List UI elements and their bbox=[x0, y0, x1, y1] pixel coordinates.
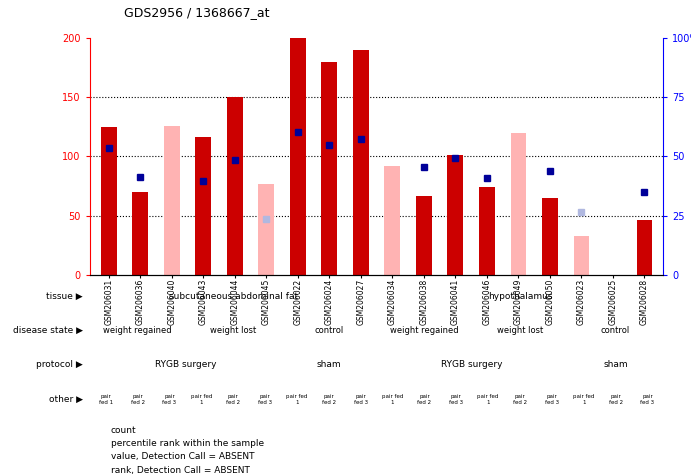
Bar bbox=[290, 38, 305, 275]
Bar bbox=[164, 126, 180, 275]
Text: pair
fed 1: pair fed 1 bbox=[99, 394, 113, 404]
Text: value, Detection Call = ABSENT: value, Detection Call = ABSENT bbox=[111, 453, 254, 461]
Text: pair fed
1: pair fed 1 bbox=[382, 394, 404, 404]
Text: pair
fed 2: pair fed 2 bbox=[513, 394, 527, 404]
Text: control: control bbox=[314, 327, 343, 335]
Text: rank, Detection Call = ABSENT: rank, Detection Call = ABSENT bbox=[111, 466, 249, 474]
Bar bbox=[416, 196, 432, 275]
Text: pair fed
1: pair fed 1 bbox=[191, 394, 212, 404]
Text: pair fed
1: pair fed 1 bbox=[286, 394, 307, 404]
Text: count: count bbox=[111, 426, 136, 435]
Text: pair
fed 2: pair fed 2 bbox=[226, 394, 240, 404]
Text: subcutaneous abdominal fat: subcutaneous abdominal fat bbox=[169, 292, 298, 301]
Text: hypothalamus: hypothalamus bbox=[488, 292, 552, 301]
Text: protocol ▶: protocol ▶ bbox=[36, 361, 83, 369]
Text: pair fed
1: pair fed 1 bbox=[477, 394, 499, 404]
Bar bbox=[321, 62, 337, 275]
Bar bbox=[353, 50, 369, 275]
Text: GDS2956 / 1368667_at: GDS2956 / 1368667_at bbox=[124, 6, 270, 19]
Text: disease state ▶: disease state ▶ bbox=[13, 327, 83, 335]
Text: pair
fed 2: pair fed 2 bbox=[131, 394, 144, 404]
Text: pair fed
1: pair fed 1 bbox=[573, 394, 594, 404]
Bar bbox=[101, 127, 117, 275]
Bar bbox=[258, 184, 274, 275]
Bar bbox=[196, 137, 211, 275]
Text: RYGB surgery: RYGB surgery bbox=[442, 361, 503, 369]
Text: pair
fed 2: pair fed 2 bbox=[417, 394, 431, 404]
Text: pair
fed 3: pair fed 3 bbox=[641, 394, 654, 404]
Text: pair
fed 3: pair fed 3 bbox=[162, 394, 176, 404]
Text: weight lost: weight lost bbox=[210, 327, 256, 335]
Bar bbox=[636, 220, 652, 275]
Text: control: control bbox=[601, 327, 630, 335]
Text: other ▶: other ▶ bbox=[49, 395, 83, 403]
Bar bbox=[542, 198, 558, 275]
Text: pair
fed 3: pair fed 3 bbox=[545, 394, 559, 404]
Text: pair
fed 3: pair fed 3 bbox=[258, 394, 272, 404]
Bar bbox=[479, 187, 495, 275]
Bar bbox=[574, 236, 589, 275]
Text: weight lost: weight lost bbox=[497, 327, 543, 335]
Text: sham: sham bbox=[603, 361, 628, 369]
Text: pair
fed 3: pair fed 3 bbox=[449, 394, 463, 404]
Text: percentile rank within the sample: percentile rank within the sample bbox=[111, 439, 264, 448]
Bar bbox=[448, 155, 463, 275]
Text: weight regained: weight regained bbox=[104, 327, 172, 335]
Bar bbox=[133, 192, 148, 275]
Text: sham: sham bbox=[316, 361, 341, 369]
Text: pair
fed 2: pair fed 2 bbox=[322, 394, 336, 404]
Text: pair
fed 2: pair fed 2 bbox=[609, 394, 623, 404]
Bar bbox=[227, 97, 243, 275]
Bar bbox=[384, 166, 400, 275]
Text: tissue ▶: tissue ▶ bbox=[46, 292, 83, 301]
Bar bbox=[511, 133, 527, 275]
Text: RYGB surgery: RYGB surgery bbox=[155, 361, 216, 369]
Text: weight regained: weight regained bbox=[390, 327, 459, 335]
Text: pair
fed 3: pair fed 3 bbox=[354, 394, 368, 404]
